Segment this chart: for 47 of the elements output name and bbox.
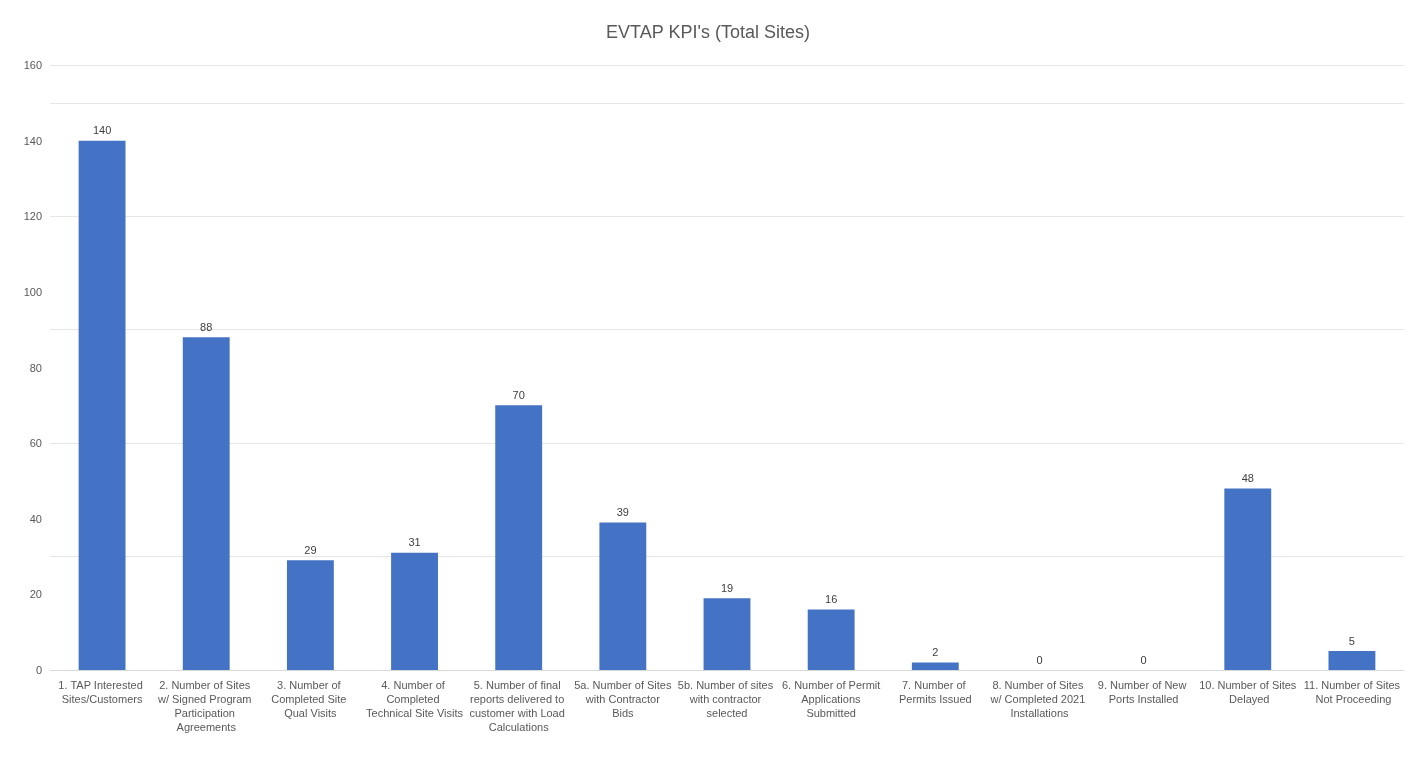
data-label: 70 [512, 388, 525, 401]
data-label: 16 [825, 593, 838, 605]
y-tick-label: 80 [29, 361, 42, 374]
x-tick-label: 6. Number of Permit Applications Submitted [781, 679, 881, 719]
data-label: 5 [1348, 634, 1355, 647]
bar [911, 662, 959, 670]
y-tick-label: 140 [23, 134, 42, 147]
y-tick-label: 20 [29, 588, 42, 601]
data-label: 31 [408, 536, 421, 549]
chart-title: EVTAP KPI's (Total Sites) [606, 22, 810, 42]
bar [599, 522, 647, 670]
bar [286, 560, 334, 670]
y-tick-label: 160 [23, 59, 42, 71]
data-label: 0 [1036, 653, 1043, 666]
bar [182, 337, 230, 670]
y-tick-label: 120 [23, 210, 42, 223]
data-label: 39 [616, 506, 629, 519]
bar [78, 140, 126, 670]
y-tick-label: 60 [29, 437, 42, 450]
x-tick-label: 7. Number of Permits Issued [898, 679, 972, 705]
x-tick-label: 8. Number of Sites w/ Completed 2021 Installations [989, 679, 1089, 719]
x-tick-label: 4. Number of Completed Technical Site Visits [366, 679, 464, 719]
y-tick-label: 100 [23, 285, 42, 298]
data-label: 29 [304, 543, 317, 556]
x-tick-label: 5a. Number of Sites with Contractor Bids [574, 679, 672, 719]
x-tick-label: 9. Number of New Ports Installed [1097, 679, 1190, 705]
bar [495, 405, 543, 670]
bar [1224, 488, 1272, 670]
data-label: 0 [1140, 653, 1147, 666]
x-tick-label: 11. Number of Sites Not Proceeding [1303, 679, 1401, 705]
y-tick-label: 0 [35, 664, 42, 676]
x-tick-label: 2. Number of Sites w/ Signed Program Participation Agreements [156, 679, 255, 733]
x-tick-label: 1. TAP Interested Sites/Customers [58, 679, 146, 705]
data-label: 19 [720, 581, 734, 594]
bar [807, 609, 855, 670]
data-label: 48 [1241, 472, 1254, 484]
bar [703, 598, 751, 670]
data-label: 88 [200, 320, 213, 333]
bar [1328, 651, 1376, 670]
x-tick-label: 10. Number of Sites Delayed [1199, 679, 1297, 705]
x-tick-label: 5b. Number of sites with contractor selected [677, 679, 777, 719]
bar [391, 552, 438, 670]
data-label: 140 [92, 124, 112, 137]
data-label: 2 [932, 645, 939, 658]
y-tick-label: 40 [29, 512, 42, 525]
x-tick-label: 5. Number of final reports delivered to customer with Load Calculations [469, 679, 568, 733]
x-tick-label: 3. Number of Completed Site Qual Visits [271, 679, 350, 719]
